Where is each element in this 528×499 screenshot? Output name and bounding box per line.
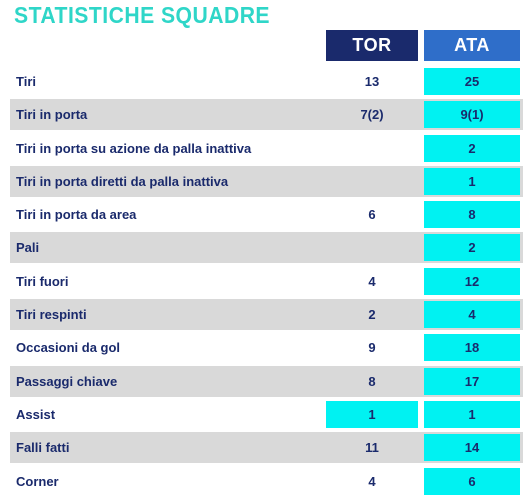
stat-value-tor: 1 bbox=[326, 400, 418, 428]
team-header-ata: ATA bbox=[424, 30, 520, 61]
page-title: STATISTICHE SQUADRE bbox=[14, 2, 271, 28]
stat-row: Tiri 13 25 bbox=[10, 66, 523, 97]
stat-value-ata: 2 bbox=[424, 134, 520, 162]
stats-table: Tiri 13 25 Tiri in porta 7(2) 9(1) Tiri in por… bbox=[10, 66, 523, 499]
stat-value-tor: 8 bbox=[368, 373, 376, 389]
stat-label: Tiri in porta bbox=[16, 107, 88, 123]
stat-row: Passaggi chiave 8 17 bbox=[10, 365, 523, 397]
stat-row: Tiri fuori 4 12 bbox=[10, 266, 523, 297]
stat-row: Tiri in porta su azione da palla inattiv… bbox=[10, 133, 523, 164]
stat-row: Assist 1 1 bbox=[10, 399, 523, 430]
stat-value-tor: 4 bbox=[368, 473, 376, 489]
stat-row: Pali 2 bbox=[10, 232, 523, 264]
stat-value-tor: 11 bbox=[365, 440, 379, 456]
stat-row: Corner 4 6 bbox=[10, 466, 523, 497]
stat-value-ata: 25 bbox=[424, 68, 520, 95]
stat-row: Tiri respinti 2 4 bbox=[10, 299, 523, 331]
stat-value-tor: 2 bbox=[368, 307, 376, 323]
stat-label: Tiri in porta diretti da palla inattiva bbox=[16, 173, 229, 189]
stat-value-ata: 18 bbox=[424, 334, 520, 362]
stat-value-tor bbox=[326, 234, 418, 261]
stat-value-ata: 8 bbox=[424, 201, 520, 229]
stat-label: Tiri fuori bbox=[16, 273, 69, 289]
stat-value-tor: 13 bbox=[364, 74, 380, 89]
stat-value-ata: 6 bbox=[424, 467, 520, 495]
stat-value-ata: 12 bbox=[424, 267, 520, 295]
stat-label: Pali bbox=[16, 240, 40, 256]
stat-label: Tiri respinti bbox=[16, 307, 87, 323]
stat-row: Occasioni da gol 9 18 bbox=[10, 332, 523, 363]
stat-label: Tiri in porta su azione da palla inattiv… bbox=[16, 140, 252, 156]
stat-value-tor: 7(2) bbox=[360, 107, 384, 123]
stat-label: Falli fatti bbox=[16, 440, 70, 456]
stat-row: Tiri in porta da area 6 8 bbox=[10, 199, 523, 230]
stat-row: Tiri in porta diretti da palla inattiva 1 bbox=[10, 165, 523, 197]
stat-value-tor bbox=[326, 135, 418, 162]
stat-value-ata: 2 bbox=[424, 234, 520, 262]
stat-label: Tiri in porta da area bbox=[16, 207, 137, 223]
stat-value-ata: 4 bbox=[424, 301, 520, 329]
stat-value-tor: 6 bbox=[368, 207, 376, 223]
stat-label: Tiri bbox=[16, 74, 36, 89]
stat-value-tor: 4 bbox=[368, 273, 376, 289]
stat-label: Assist bbox=[16, 406, 56, 422]
stat-label: Passaggi chiave bbox=[16, 373, 118, 389]
stat-value-tor: 9 bbox=[368, 340, 376, 356]
stat-label: Corner bbox=[16, 473, 59, 489]
stat-value-tor bbox=[326, 168, 418, 195]
team-header-tor: TOR bbox=[326, 30, 418, 61]
stat-label: Occasioni da gol bbox=[16, 340, 121, 356]
stat-row: Falli fatti 11 14 bbox=[10, 432, 523, 464]
stat-value-ata: 1 bbox=[424, 167, 520, 195]
stat-value-ata: 9(1) bbox=[424, 101, 520, 129]
stat-row: Tiri in porta 7(2) 9(1) bbox=[10, 99, 523, 131]
stat-value-ata: 17 bbox=[424, 367, 520, 395]
stat-value-ata: 14 bbox=[424, 434, 520, 462]
stat-value-ata: 1 bbox=[424, 400, 520, 428]
